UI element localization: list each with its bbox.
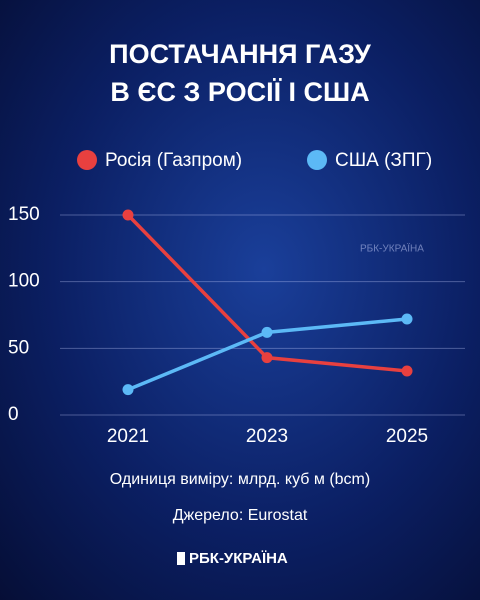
chart-title: В ЄС З РОСІЇ І США xyxy=(110,77,369,107)
data-point xyxy=(261,352,273,364)
legend-marker xyxy=(77,150,97,170)
x-tick-label: 2025 xyxy=(386,426,428,447)
x-tick-label: 2023 xyxy=(246,426,288,447)
x-tick-label: 2021 xyxy=(107,426,149,447)
source-note: Джерело: Eurostat xyxy=(173,507,308,524)
data-point xyxy=(401,313,413,325)
y-tick-label: 100 xyxy=(8,271,40,292)
y-tick-label: 50 xyxy=(8,337,29,358)
data-point xyxy=(122,209,134,221)
legend-label: США (ЗПГ) xyxy=(335,150,432,171)
y-tick-label: 0 xyxy=(8,404,19,425)
watermark: РБК-УКРАЇНА xyxy=(360,243,424,255)
data-point xyxy=(261,326,273,338)
y-tick-label: 150 xyxy=(8,204,40,225)
chart-title: ПОСТАЧАННЯ ГАЗУ xyxy=(109,39,372,69)
data-point xyxy=(122,384,134,396)
brand-icon xyxy=(177,552,185,565)
data-point xyxy=(401,365,413,377)
legend-marker xyxy=(307,150,327,170)
unit-note: Одиниця виміру: млрд. куб м (bcm) xyxy=(110,471,370,488)
legend-label: Росія (Газпром) xyxy=(105,150,242,171)
brand: РБК-УКРАЇНА xyxy=(189,550,288,567)
